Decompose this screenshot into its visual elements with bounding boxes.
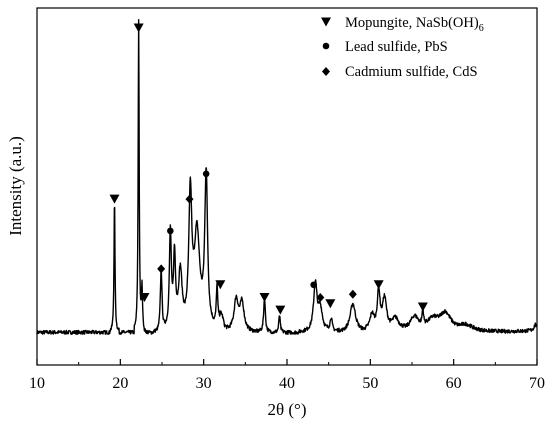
peak-marker-circle	[167, 227, 174, 235]
peak-marker-triangle-down	[259, 292, 270, 302]
x-axis-ticks: 10 20 30 40 50 60 70	[29, 359, 545, 392]
x-tick-label: 70	[529, 375, 545, 392]
legend-label-cadmium-sulfide: Cadmium sulfide, CdS	[345, 64, 478, 80]
x-tick-label: 40	[279, 375, 295, 392]
x-tick-label: 50	[362, 375, 378, 392]
y-axis-title: Intensity (a.u.)	[6, 136, 25, 236]
peak-marker-triangle-down	[417, 302, 428, 312]
x-tick-label: 20	[112, 375, 128, 392]
xrd-pattern-line	[36, 18, 538, 335]
peak-marker-triangle-down	[325, 299, 336, 309]
legend-label-mopungite: Mopungite, NaSb(OH)	[345, 15, 479, 31]
peak-marker-circle	[310, 281, 317, 289]
peak-marker-diamond	[185, 194, 194, 204]
svg-text:Mopungite, NaSb(OH)6: Mopungite, NaSb(OH)6	[345, 15, 484, 34]
peak-marker-triangle-down	[373, 280, 384, 290]
x-tick-label: 30	[196, 375, 212, 392]
peak-markers	[109, 23, 428, 315]
peak-marker-triangle-down	[109, 194, 120, 204]
legend: Mopungite, NaSb(OH)6 Lead sulfide, PbS C…	[321, 15, 484, 80]
plot-frame	[36, 7, 538, 366]
peak-marker-triangle-down	[133, 23, 144, 33]
x-axis-title: 2θ (°)	[267, 400, 306, 419]
legend-label-lead-sulfide: Lead sulfide, PbS	[345, 39, 448, 55]
legend-diamond-marker	[322, 67, 330, 76]
peak-marker-triangle-down	[139, 292, 150, 302]
legend-label-mopungite-subscript: 6	[479, 23, 484, 34]
peak-marker-diamond	[348, 289, 357, 299]
legend-triangle-down-marker	[321, 17, 331, 27]
peak-marker-triangle-down	[215, 280, 226, 290]
x-tick-label: 10	[29, 375, 45, 392]
x-tick-label: 60	[446, 375, 462, 392]
legend-circle-marker	[322, 42, 330, 50]
peak-marker-diamond	[157, 264, 166, 274]
peak-marker-diamond	[316, 292, 325, 302]
peak-marker-triangle-down	[275, 305, 286, 315]
peak-marker-circle	[202, 170, 210, 178]
